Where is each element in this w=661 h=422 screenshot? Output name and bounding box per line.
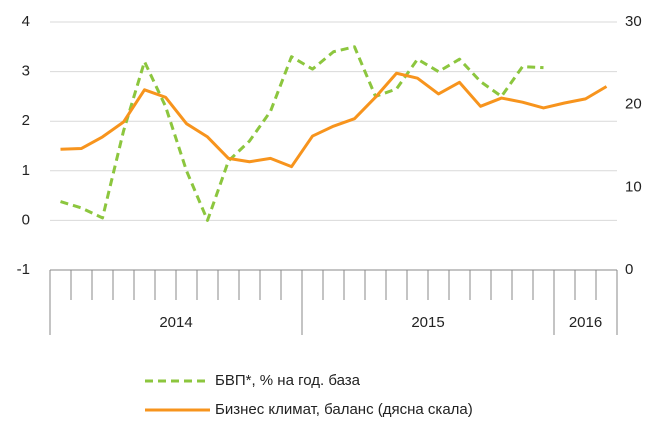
y2-tick-label: 0: [625, 261, 633, 278]
y-tick-label: 0: [22, 211, 30, 228]
legend-label: БВП*, % на год. база: [215, 372, 361, 389]
series-line: [60, 71, 608, 169]
year-label: 2016: [569, 314, 602, 331]
year-label: 2015: [411, 314, 444, 331]
series-line: [60, 45, 544, 222]
legend-label: Бизнес климат, баланс (дясна скала): [215, 401, 473, 418]
y-tick-label: 3: [22, 63, 30, 80]
y2-tick-label: 30: [625, 13, 642, 30]
y-tick-label: 4: [22, 13, 30, 30]
y-tick-label: 2: [22, 112, 30, 129]
y2-tick-label: 10: [625, 178, 642, 195]
y-tick-label: -1: [17, 261, 30, 278]
y2-tick-label: 20: [625, 96, 642, 113]
year-label: 2014: [159, 314, 192, 331]
y-tick-label: 1: [22, 162, 30, 179]
